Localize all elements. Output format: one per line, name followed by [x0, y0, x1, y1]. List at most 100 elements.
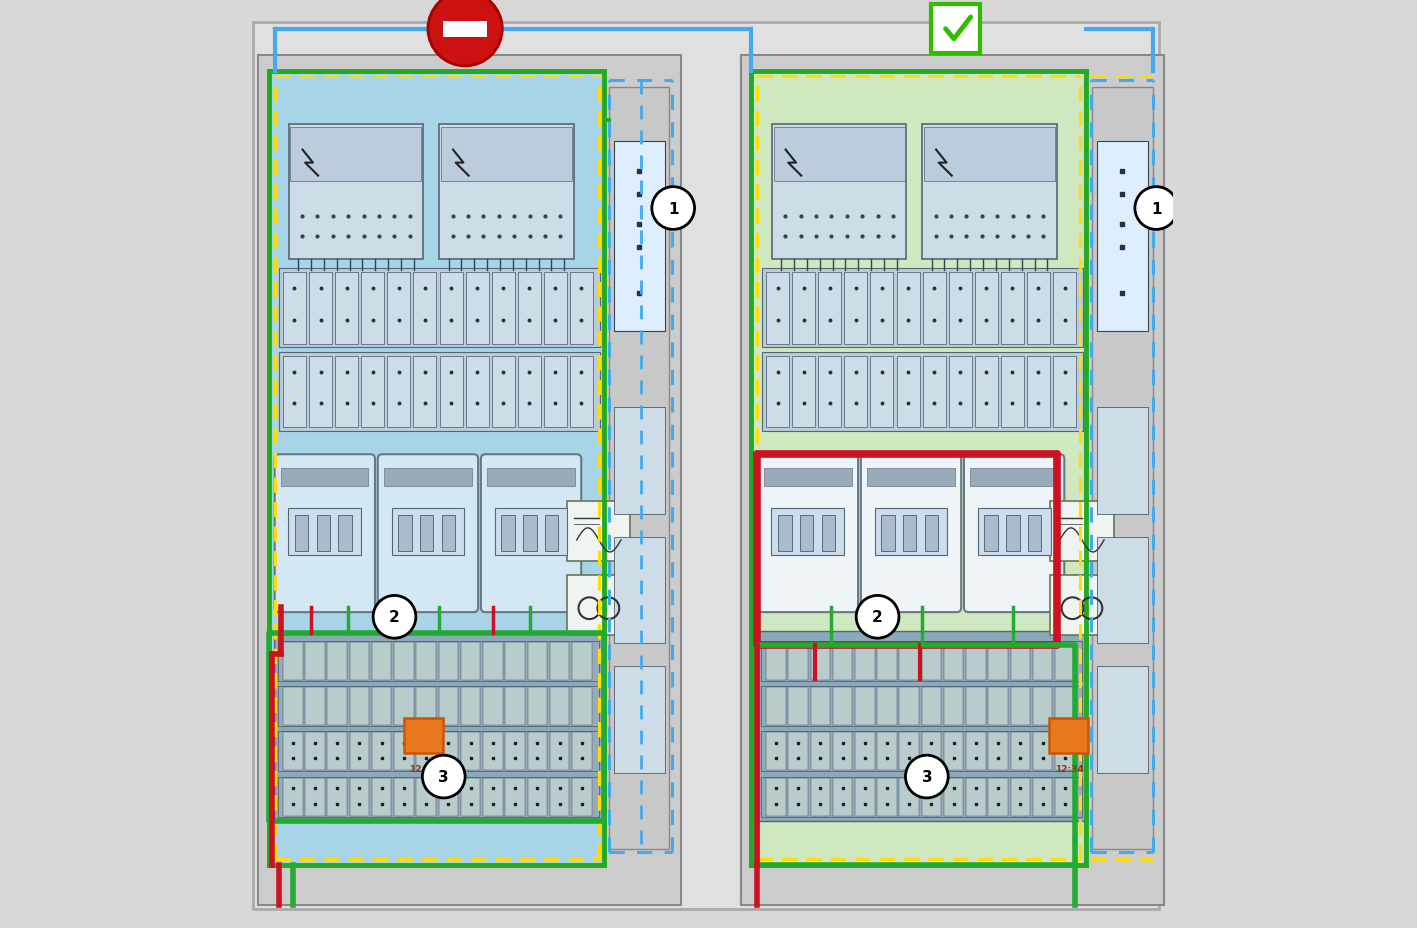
- FancyBboxPatch shape: [854, 688, 874, 726]
- FancyBboxPatch shape: [971, 469, 1058, 486]
- FancyBboxPatch shape: [761, 777, 1083, 817]
- Text: 12:34: 12:34: [410, 765, 438, 774]
- FancyBboxPatch shape: [799, 516, 813, 551]
- FancyBboxPatch shape: [1010, 688, 1030, 726]
- FancyBboxPatch shape: [439, 732, 458, 770]
- FancyBboxPatch shape: [506, 732, 524, 770]
- FancyBboxPatch shape: [900, 778, 920, 816]
- FancyBboxPatch shape: [949, 273, 972, 344]
- FancyBboxPatch shape: [811, 732, 830, 770]
- FancyBboxPatch shape: [925, 516, 938, 551]
- FancyBboxPatch shape: [258, 56, 680, 905]
- Text: 1: 1: [1151, 201, 1162, 216]
- FancyBboxPatch shape: [1027, 356, 1050, 428]
- FancyBboxPatch shape: [811, 688, 830, 726]
- FancyBboxPatch shape: [788, 778, 808, 816]
- Text: 1: 1: [667, 201, 679, 216]
- FancyBboxPatch shape: [966, 778, 986, 816]
- FancyBboxPatch shape: [442, 21, 487, 38]
- FancyBboxPatch shape: [550, 688, 570, 726]
- FancyBboxPatch shape: [480, 455, 581, 612]
- FancyBboxPatch shape: [527, 778, 547, 816]
- FancyBboxPatch shape: [483, 688, 503, 726]
- FancyBboxPatch shape: [327, 778, 347, 816]
- FancyBboxPatch shape: [483, 778, 503, 816]
- FancyBboxPatch shape: [845, 356, 867, 428]
- FancyBboxPatch shape: [811, 778, 830, 816]
- FancyBboxPatch shape: [975, 273, 998, 344]
- FancyBboxPatch shape: [439, 778, 458, 816]
- Text: 3: 3: [921, 769, 932, 784]
- FancyBboxPatch shape: [339, 516, 353, 551]
- FancyBboxPatch shape: [1010, 778, 1030, 816]
- FancyBboxPatch shape: [922, 273, 945, 344]
- FancyBboxPatch shape: [921, 688, 941, 726]
- FancyBboxPatch shape: [283, 642, 303, 680]
- FancyBboxPatch shape: [550, 778, 570, 816]
- FancyBboxPatch shape: [439, 356, 462, 428]
- FancyBboxPatch shape: [492, 356, 514, 428]
- FancyBboxPatch shape: [378, 455, 478, 612]
- FancyBboxPatch shape: [309, 356, 332, 428]
- FancyBboxPatch shape: [771, 509, 845, 556]
- FancyBboxPatch shape: [1097, 537, 1148, 644]
- FancyBboxPatch shape: [761, 641, 1083, 681]
- FancyBboxPatch shape: [483, 642, 503, 680]
- Circle shape: [1135, 187, 1178, 230]
- FancyBboxPatch shape: [774, 128, 904, 182]
- FancyBboxPatch shape: [903, 516, 917, 551]
- FancyBboxPatch shape: [506, 642, 524, 680]
- FancyBboxPatch shape: [900, 688, 920, 726]
- FancyBboxPatch shape: [877, 778, 897, 816]
- FancyBboxPatch shape: [495, 509, 567, 556]
- FancyBboxPatch shape: [931, 5, 981, 55]
- FancyBboxPatch shape: [1053, 356, 1076, 428]
- FancyBboxPatch shape: [272, 74, 602, 863]
- FancyBboxPatch shape: [818, 273, 842, 344]
- FancyBboxPatch shape: [833, 688, 853, 726]
- FancyBboxPatch shape: [305, 642, 324, 680]
- FancyBboxPatch shape: [502, 516, 514, 551]
- FancyBboxPatch shape: [461, 642, 480, 680]
- FancyBboxPatch shape: [439, 125, 574, 260]
- FancyBboxPatch shape: [761, 687, 1083, 726]
- FancyBboxPatch shape: [283, 356, 306, 428]
- FancyBboxPatch shape: [921, 778, 941, 816]
- FancyBboxPatch shape: [1033, 688, 1053, 726]
- FancyBboxPatch shape: [567, 501, 631, 561]
- FancyBboxPatch shape: [811, 642, 830, 680]
- FancyBboxPatch shape: [921, 732, 941, 770]
- FancyBboxPatch shape: [767, 356, 789, 428]
- FancyBboxPatch shape: [461, 688, 480, 726]
- FancyBboxPatch shape: [758, 455, 859, 612]
- FancyBboxPatch shape: [881, 516, 894, 551]
- FancyBboxPatch shape: [778, 516, 792, 551]
- FancyBboxPatch shape: [570, 356, 592, 428]
- FancyBboxPatch shape: [975, 356, 998, 428]
- Text: 3: 3: [438, 769, 449, 784]
- FancyBboxPatch shape: [767, 642, 785, 680]
- FancyBboxPatch shape: [767, 778, 785, 816]
- FancyBboxPatch shape: [442, 516, 455, 551]
- FancyBboxPatch shape: [983, 516, 998, 551]
- FancyBboxPatch shape: [1097, 666, 1148, 773]
- FancyBboxPatch shape: [517, 356, 541, 428]
- FancyBboxPatch shape: [1050, 501, 1114, 561]
- FancyBboxPatch shape: [273, 631, 604, 821]
- FancyBboxPatch shape: [527, 642, 547, 680]
- FancyBboxPatch shape: [487, 469, 575, 486]
- FancyBboxPatch shape: [989, 642, 1007, 680]
- Text: 2: 2: [390, 610, 400, 625]
- FancyBboxPatch shape: [741, 56, 1163, 905]
- FancyBboxPatch shape: [316, 516, 330, 551]
- FancyBboxPatch shape: [506, 778, 524, 816]
- FancyBboxPatch shape: [792, 356, 815, 428]
- FancyBboxPatch shape: [788, 732, 808, 770]
- FancyBboxPatch shape: [483, 732, 503, 770]
- FancyBboxPatch shape: [1053, 273, 1076, 344]
- FancyBboxPatch shape: [854, 778, 874, 816]
- FancyBboxPatch shape: [1050, 718, 1088, 754]
- FancyBboxPatch shape: [417, 688, 436, 726]
- FancyBboxPatch shape: [767, 273, 789, 344]
- FancyBboxPatch shape: [1056, 642, 1074, 680]
